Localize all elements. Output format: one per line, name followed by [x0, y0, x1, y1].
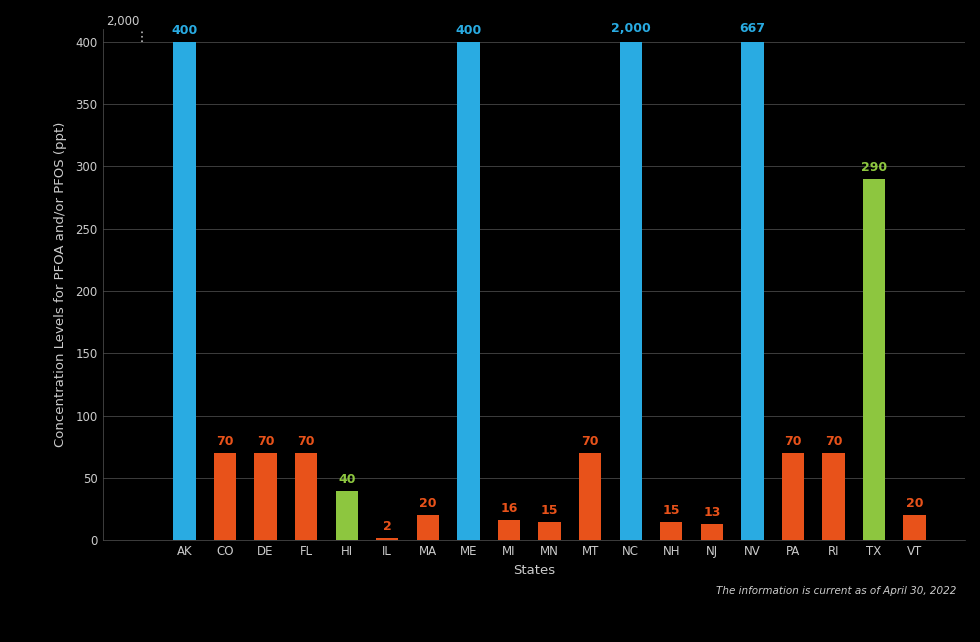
- Bar: [538, 522, 561, 541]
- Text: 16: 16: [500, 503, 517, 516]
- Bar: [863, 179, 885, 541]
- Text: 400: 400: [172, 24, 198, 37]
- Bar: [904, 516, 926, 541]
- Text: 20: 20: [419, 498, 437, 510]
- Y-axis label: Concentration Levels for PFOA and/or PFOS (ppt): Concentration Levels for PFOA and/or PFO…: [54, 122, 68, 447]
- Text: The information is current as of April 30, 2022: The information is current as of April 3…: [716, 586, 956, 596]
- X-axis label: States: States: [513, 564, 555, 577]
- Bar: [579, 453, 602, 541]
- Text: 70: 70: [825, 435, 842, 448]
- Text: 70: 70: [217, 435, 234, 448]
- Bar: [416, 516, 439, 541]
- Bar: [619, 42, 642, 541]
- Bar: [295, 453, 318, 541]
- Text: 15: 15: [541, 504, 559, 517]
- Text: 2,000: 2,000: [611, 22, 651, 35]
- Bar: [376, 538, 399, 541]
- Text: 15: 15: [662, 504, 680, 517]
- Bar: [458, 42, 479, 541]
- Text: 20: 20: [906, 498, 923, 510]
- Text: 70: 70: [297, 435, 315, 448]
- Text: 70: 70: [784, 435, 802, 448]
- Bar: [214, 453, 236, 541]
- Bar: [173, 42, 196, 541]
- Text: 2: 2: [383, 520, 392, 533]
- Bar: [782, 453, 805, 541]
- Text: 70: 70: [257, 435, 274, 448]
- Bar: [741, 42, 763, 541]
- Bar: [701, 525, 723, 541]
- Text: 70: 70: [581, 435, 599, 448]
- Bar: [661, 522, 682, 541]
- Bar: [822, 453, 845, 541]
- Text: 2,000: 2,000: [107, 15, 140, 28]
- Text: 667: 667: [739, 22, 765, 35]
- Bar: [335, 490, 358, 541]
- Text: 290: 290: [861, 161, 887, 174]
- Text: 40: 40: [338, 473, 356, 485]
- Bar: [498, 521, 520, 541]
- Text: 13: 13: [703, 506, 720, 519]
- Bar: [255, 453, 276, 541]
- Text: 400: 400: [456, 24, 481, 37]
